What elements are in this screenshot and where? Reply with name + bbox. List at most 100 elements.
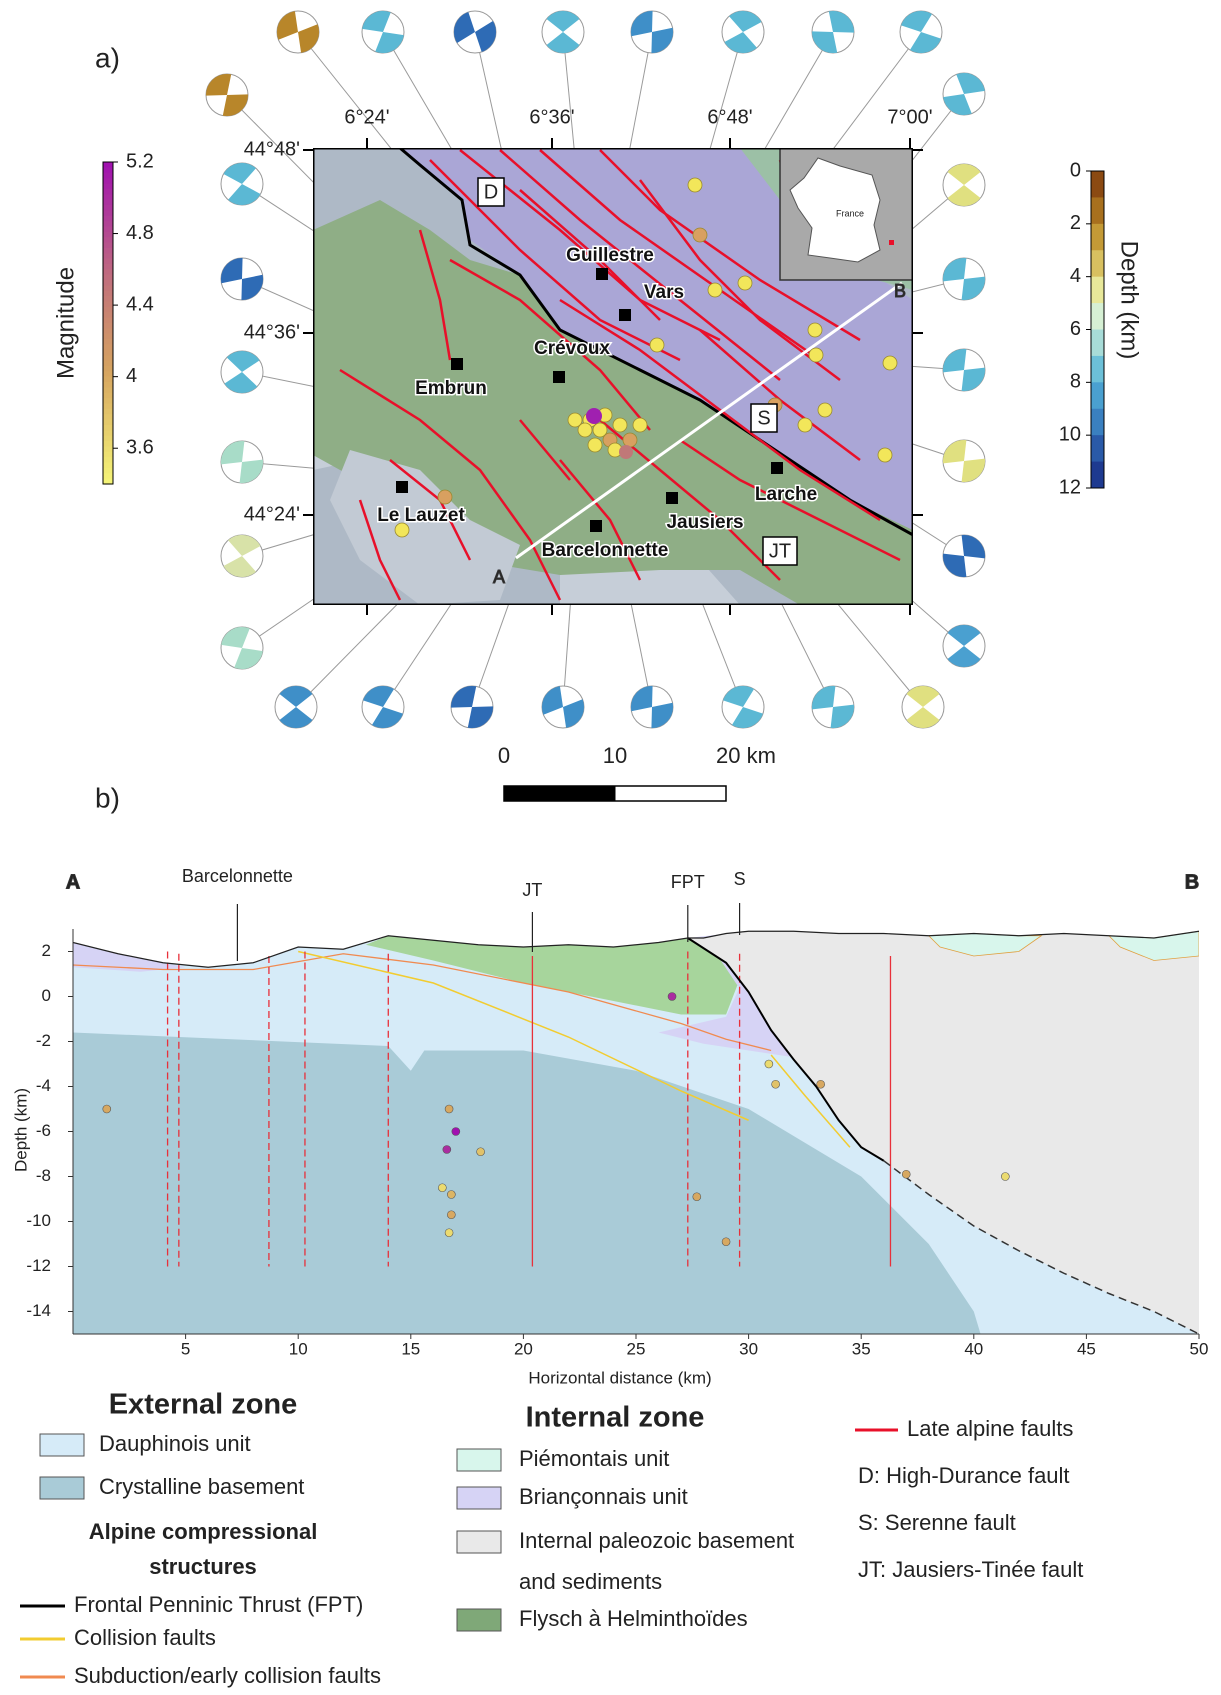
earthquake — [692, 1192, 702, 1202]
magnitude-bar-step — [103, 344, 113, 351]
beachball-quadrant — [363, 685, 403, 729]
town — [590, 520, 602, 532]
map-event — [737, 275, 753, 291]
map-event — [687, 177, 703, 193]
legend-title: External zone — [109, 1389, 298, 1421]
beachball-quadrant — [206, 73, 248, 116]
depth-bar-step — [1091, 276, 1104, 304]
legend-title: Internal zone — [526, 1402, 705, 1434]
magnitude-bar-step — [103, 371, 113, 378]
magnitude-bar-step — [103, 237, 113, 244]
map-event — [394, 522, 410, 538]
magnitude-bar-step — [103, 467, 113, 474]
x-tick-label: 40 — [964, 1339, 983, 1358]
earthquake — [438, 1183, 447, 1193]
depth-bar-step — [1091, 461, 1104, 489]
x-tick-label: 5 — [181, 1339, 190, 1358]
frontal-thrust-deep — [883, 1160, 1199, 1334]
beachball-quadrant — [724, 10, 762, 54]
magnitude-bar-step — [103, 162, 113, 168]
x-tick-label: 45 — [1077, 1339, 1096, 1358]
legend-item: Briançonnais unit — [519, 1484, 688, 1509]
magnitude-bar-step — [103, 194, 113, 201]
beachball-quadrant — [943, 535, 986, 577]
magnitude-bar-step — [103, 328, 113, 335]
earthquake — [442, 1145, 452, 1154]
legend-swatch — [456, 1448, 502, 1472]
depth-tick-label: 12 — [1059, 476, 1081, 498]
beachball-quadrant — [279, 685, 313, 728]
depth-bar-step — [1091, 303, 1104, 330]
section-annotation: S — [734, 869, 746, 889]
legend-item: Subduction/early collision faults — [74, 1663, 381, 1688]
magnitude-bar-step — [103, 392, 113, 399]
magnitude-bar-step — [103, 290, 113, 297]
magnitude-tick-label: 4.8 — [126, 222, 154, 244]
collision-fault — [298, 950, 749, 1121]
earthquake — [1001, 1172, 1010, 1181]
map-event — [632, 417, 648, 433]
town — [596, 268, 608, 280]
depth-tick-label: 6 — [1070, 318, 1081, 340]
late-alpine-fault — [358, 499, 402, 601]
beachball-quadrant — [546, 10, 580, 54]
late-alpine-fault — [539, 149, 821, 362]
frontal-thrust — [399, 148, 913, 537]
fault-label-box — [762, 536, 798, 566]
x-tick-label: 50 — [1190, 1339, 1209, 1358]
y-tick-label: 0 — [42, 986, 51, 1005]
lat-label: 44°36' — [244, 321, 300, 343]
beachball-quadrant — [542, 686, 584, 728]
beachball-quadrant — [221, 627, 263, 669]
magnitude-bar-step — [103, 167, 113, 174]
beachball-quadrant — [451, 686, 493, 728]
magnitude-bar-step — [103, 317, 113, 324]
depth-tick-label: 2 — [1070, 212, 1081, 234]
earthquake — [451, 1127, 461, 1136]
place-label: Jausiers — [666, 512, 743, 533]
geology — [73, 930, 1199, 1334]
legend-item: and sediments — [519, 1569, 662, 1594]
magnitude-bar-step — [103, 285, 113, 292]
beachball-quadrant — [223, 163, 261, 205]
legend-item: Late alpine faults — [907, 1416, 1073, 1441]
magnitude-bar-step — [103, 387, 113, 394]
beachball-quadrant — [812, 10, 854, 54]
late-alpine-fault — [519, 419, 571, 481]
late-alpine-fault — [639, 179, 841, 381]
map-event — [649, 337, 665, 353]
scale-bar-white — [615, 786, 726, 801]
flysch — [313, 200, 913, 605]
depth-tick-label: 4 — [1070, 265, 1081, 287]
light-unit — [330, 450, 520, 605]
earthquake — [764, 1059, 774, 1069]
legend-item: Crystalline basement — [99, 1474, 304, 1499]
map-overlay: a) Guillestre Vars Crévoux Embrun Le Lauzet Ja… — [52, 42, 1143, 802]
fault-label-box — [477, 177, 505, 207]
earthquake — [102, 1104, 112, 1114]
magnitude-bar-step — [103, 242, 113, 249]
depth-tick-label: 0 — [1070, 159, 1081, 181]
x-axis-label: Horizontal distance (km) — [528, 1368, 711, 1387]
magnitude-bar-step — [103, 247, 113, 254]
map-event — [707, 282, 723, 298]
internal-basement — [687, 931, 1199, 1334]
flysch — [365, 935, 738, 1015]
late-alpine-fault — [599, 149, 861, 342]
late-alpine-fault — [679, 438, 901, 562]
place-label: Embrun — [415, 378, 487, 399]
cross-section: b)5 10 15 20 25 30 35 40 45 5020-2-4-6-8-10-12-14… — [11, 782, 1208, 1387]
magnitude-bar-step — [103, 296, 113, 303]
x-tick-label: 35 — [852, 1339, 871, 1358]
subduction-fault — [73, 953, 772, 1052]
map-event — [882, 355, 898, 371]
x-tick-label: 15 — [401, 1339, 420, 1358]
section-annotation: Barcelonnette — [182, 866, 293, 886]
inset-marker — [889, 240, 894, 245]
legend-swatch — [456, 1608, 502, 1632]
magnitude-bar-step — [103, 323, 113, 329]
map-event — [586, 408, 602, 424]
inset-france — [789, 157, 881, 263]
